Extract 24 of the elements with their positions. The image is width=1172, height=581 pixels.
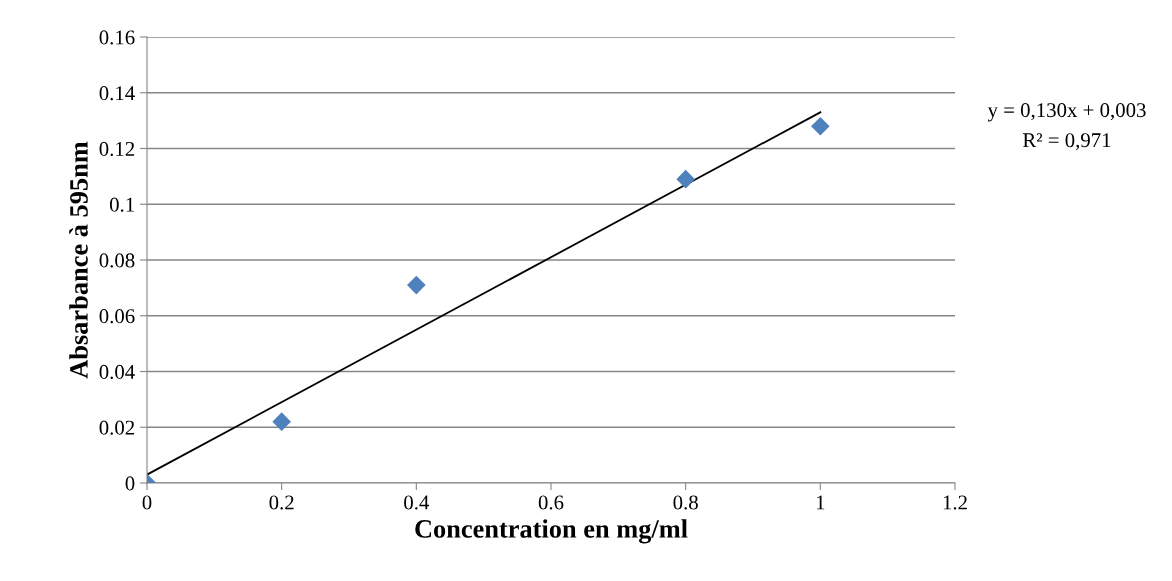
y-tick-label: 0.02 [99, 420, 135, 435]
text: y = 0,130x + 0,003 [987, 103, 1146, 122]
text: R² = 0,971 [1023, 133, 1111, 151]
y-tick-label: 0.14 [99, 86, 135, 101]
x-tick-label: 1.2 [943, 495, 967, 510]
x-tick-label: 0.8 [673, 495, 698, 510]
x-tick-label: 0.2 [269, 495, 294, 510]
x-tick-label: 1 [816, 495, 825, 510]
y-tick-label: 0 [125, 476, 135, 491]
x-tick-label: 0.4 [404, 495, 430, 510]
x-axis-title: Concentration en mg/ml [415, 519, 688, 544]
point [811, 116, 830, 136]
y-tick-label: 0.06 [99, 309, 135, 324]
point [676, 169, 695, 189]
point [407, 275, 426, 295]
y-tick-label: 0.1 [109, 197, 134, 212]
y-tick-label: 0.08 [99, 253, 135, 268]
y-tick-label: 0.04 [99, 364, 135, 380]
y-axis-title: Absarbance à 595nm [69, 141, 88, 379]
x-tick-label: 0.6 [538, 495, 564, 510]
y-tick-label: 0.12 [99, 141, 135, 157]
x-tick-label: 0 [142, 495, 152, 510]
point [272, 412, 291, 431]
y-tick-label: 0.16 [99, 30, 135, 45]
